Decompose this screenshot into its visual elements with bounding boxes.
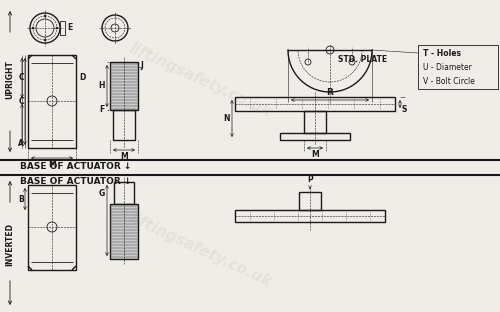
Text: STD. PLATE: STD. PLATE (338, 55, 387, 64)
Text: M: M (311, 150, 319, 159)
Bar (28, 55, 76, 148)
Text: R: R (326, 88, 334, 97)
Bar (110, 62, 138, 110)
Text: J: J (140, 61, 143, 71)
Bar (113, 110, 135, 140)
Bar (110, 204, 138, 259)
Bar (60, 21, 65, 35)
Text: liftingsafety.co.uk: liftingsafety.co.uk (126, 210, 274, 290)
Text: E: E (67, 23, 72, 32)
Text: C: C (18, 96, 24, 105)
Text: U - Diameter: U - Diameter (423, 62, 472, 71)
Text: liftingsafety.co.uk: liftingsafety.co.uk (126, 40, 274, 120)
Bar (280, 133, 350, 140)
Text: S: S (402, 105, 407, 114)
Text: UPRIGHT: UPRIGHT (6, 61, 15, 100)
Text: INVERTED: INVERTED (6, 223, 15, 266)
Text: F: F (100, 105, 105, 115)
Text: M: M (120, 152, 128, 161)
Circle shape (44, 15, 46, 17)
Text: BASE OF ACTUATOR ↓: BASE OF ACTUATOR ↓ (20, 177, 132, 186)
Bar (304, 111, 326, 133)
Text: A: A (18, 139, 24, 148)
Bar (299, 192, 321, 210)
Text: M: M (48, 160, 56, 169)
Text: G: G (99, 188, 105, 197)
Text: B: B (18, 194, 24, 203)
Text: BASE OF ACTUATOR ↓: BASE OF ACTUATOR ↓ (20, 162, 132, 171)
Bar (418, 45, 498, 89)
Bar (28, 185, 76, 270)
Text: C: C (18, 74, 24, 82)
Text: N: N (224, 114, 230, 123)
Text: D: D (79, 74, 86, 82)
Circle shape (56, 27, 58, 29)
Circle shape (44, 39, 46, 41)
Bar (235, 97, 395, 111)
Text: P: P (307, 175, 313, 184)
Bar (235, 210, 385, 222)
Text: H: H (98, 81, 105, 90)
Circle shape (32, 27, 34, 29)
Bar (114, 182, 134, 204)
Text: V - Bolt Circle: V - Bolt Circle (423, 76, 475, 85)
Text: T̅ - Holes: T̅ - Holes (423, 48, 461, 57)
